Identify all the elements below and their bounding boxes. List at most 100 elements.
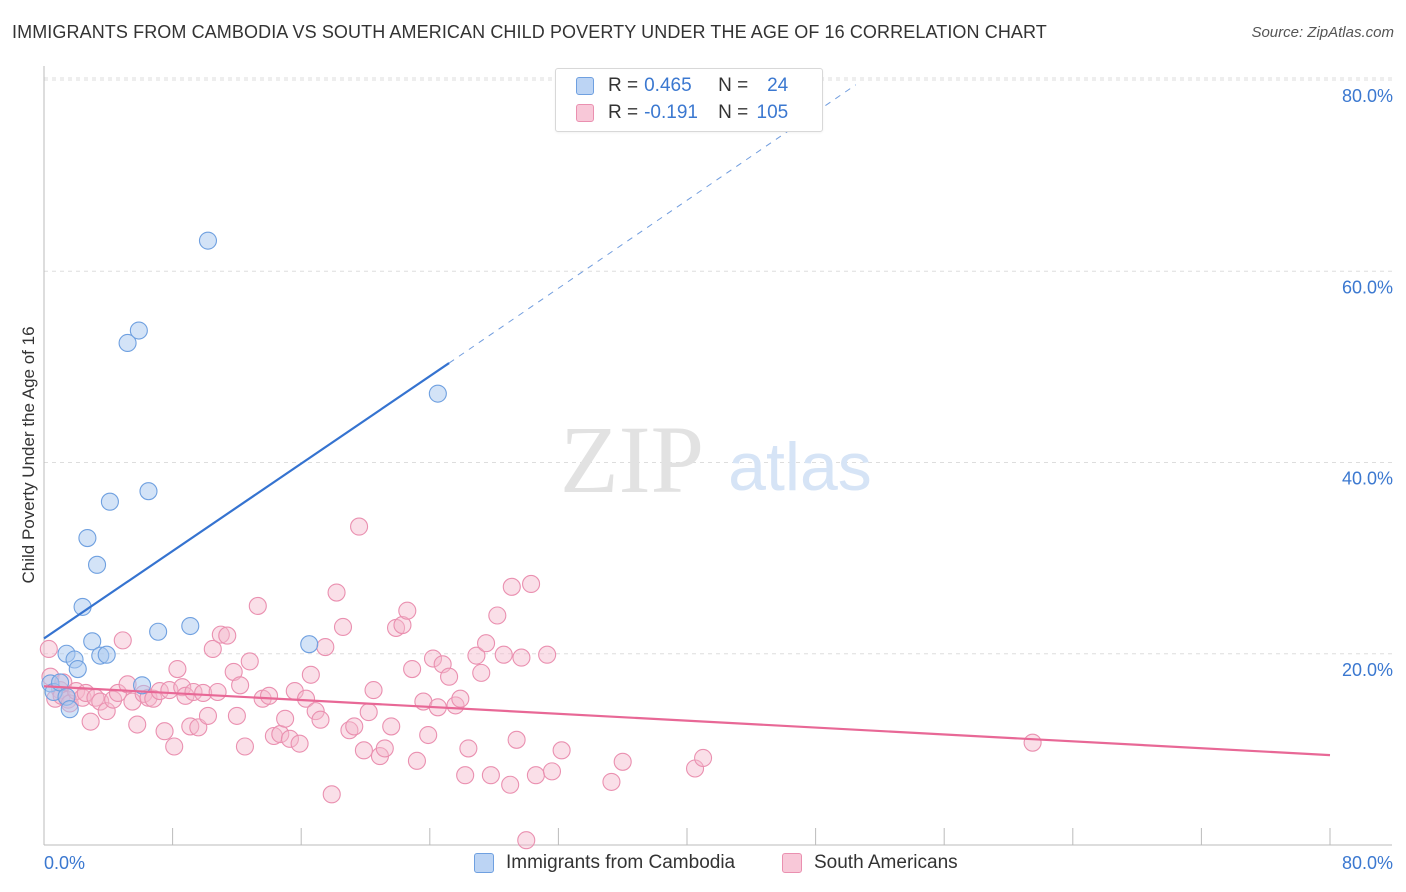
data-point-south-americans <box>113 631 132 650</box>
legend-item-south-americans[interactable]: South Americans <box>782 852 958 874</box>
data-point-cambodia <box>60 700 79 719</box>
data-point-south-americans <box>208 682 227 702</box>
data-point-south-americans <box>354 741 373 760</box>
data-point-south-americans <box>311 710 330 729</box>
data-point-south-americans <box>522 574 541 593</box>
data-point-south-americans <box>403 659 422 679</box>
y-tick-label: 60.0% <box>1342 277 1393 297</box>
data-point-cambodia <box>100 492 119 511</box>
data-point-south-americans <box>501 775 520 794</box>
data-point-south-americans <box>459 739 478 758</box>
stat-n-label: N = <box>718 75 749 96</box>
data-point-south-americans <box>333 617 353 637</box>
data-point-cambodia <box>68 659 87 679</box>
data-point-south-americans <box>280 729 299 748</box>
series-south-americans <box>39 517 1042 850</box>
watermark-zip: ZIP <box>560 406 704 513</box>
legend-item-cambodia[interactable]: Immigrants from Cambodia <box>474 852 735 874</box>
data-point-south-americans <box>248 596 267 615</box>
tick-labels: 20.0% 40.0% 60.0% 80.0% 0.0% 80.0% <box>44 86 1393 873</box>
data-point-south-americans <box>81 712 100 731</box>
data-point-south-americans <box>218 626 237 645</box>
data-point-south-americans <box>613 752 632 771</box>
stat-r-label: R = <box>608 75 639 96</box>
stat-r-label: R = <box>608 102 639 123</box>
stat-n-label: N = <box>718 102 749 123</box>
data-point-south-americans <box>168 659 187 679</box>
data-point-south-americans <box>231 676 250 695</box>
y-tick-label: 80.0% <box>1342 86 1393 106</box>
data-point-south-americans <box>538 645 557 664</box>
legend-swatch-blue <box>474 853 494 873</box>
data-point-south-americans <box>97 702 116 721</box>
data-point-south-americans <box>440 667 459 686</box>
data-point-south-americans <box>316 638 335 657</box>
data-point-south-americans <box>276 709 295 728</box>
data-point-south-americans <box>345 717 364 736</box>
data-point-south-americans <box>477 634 496 653</box>
data-point-south-americans <box>393 616 412 635</box>
data-point-south-americans <box>203 639 222 659</box>
data-point-south-americans <box>39 639 58 659</box>
legend-swatch-pink <box>782 853 802 873</box>
data-point-south-americans <box>128 715 147 734</box>
data-point-south-americans <box>542 762 562 781</box>
series-immigrants-from-cambodia <box>41 231 447 719</box>
stat-n-value: 24 <box>767 75 789 96</box>
data-point-south-americans <box>322 785 341 804</box>
source-credit: Source: ZipAtlas.com <box>1251 24 1394 41</box>
data-point-south-americans <box>211 625 230 644</box>
data-point-cambodia <box>300 635 319 654</box>
legend-label: Immigrants from Cambodia <box>506 852 736 873</box>
stat-r-value: 0.465 <box>644 75 692 96</box>
data-point-south-americans <box>467 646 486 665</box>
data-point-cambodia <box>139 482 158 501</box>
data-point-south-americans <box>382 717 401 736</box>
data-point-cambodia <box>428 384 447 403</box>
data-point-south-americans <box>359 703 378 722</box>
trendline-cambodia <box>43 362 450 640</box>
data-point-south-americans <box>512 648 531 667</box>
data-point-south-americans <box>155 722 174 741</box>
data-point-south-americans <box>481 766 500 785</box>
data-point-south-americans <box>423 649 443 668</box>
data-point-south-americans <box>194 683 213 703</box>
data-point-south-americans <box>419 725 438 745</box>
axis-layer <box>43 66 1392 846</box>
data-point-cambodia <box>78 528 97 548</box>
data-point-south-americans <box>227 706 246 725</box>
chart-title: IMMIGRANTS FROM CAMBODIA VS SOUTH AMERIC… <box>12 22 1047 42</box>
data-point-south-americans <box>517 831 536 850</box>
y-axis-label: Child Poverty Under the Age of 16 <box>19 326 38 583</box>
data-point-south-americans <box>184 682 203 702</box>
data-point-cambodia <box>129 321 148 340</box>
correlation-stats-box: R = 0.465 N = 24 R = -0.191 N = 105 <box>555 68 823 132</box>
data-point-south-americans <box>290 734 309 753</box>
data-point-cambodia <box>181 616 200 636</box>
legend-label: South Americans <box>814 852 958 873</box>
data-point-south-americans <box>364 681 383 700</box>
data-point-south-americans <box>494 645 513 664</box>
data-point-south-americans <box>694 748 713 768</box>
data-point-cambodia <box>198 231 218 250</box>
data-point-cambodia <box>133 676 152 695</box>
data-point-south-americans <box>350 517 369 536</box>
watermark: ZIP atlas <box>560 406 872 513</box>
x-tick-label: 0.0% <box>44 853 85 873</box>
data-point-south-americans <box>451 689 470 708</box>
grid-layer <box>44 77 1392 655</box>
data-point-south-americans <box>375 739 394 758</box>
x-tick-label: 80.0% <box>1342 853 1393 873</box>
data-point-south-americans <box>552 741 571 760</box>
data-point-south-americans <box>1023 733 1042 752</box>
data-point-south-americans <box>301 665 320 684</box>
data-point-south-americans <box>144 689 163 708</box>
data-point-south-americans <box>235 737 254 756</box>
data-point-cambodia <box>83 632 102 651</box>
data-point-cambodia <box>97 645 116 664</box>
data-point-south-americans <box>306 702 325 721</box>
data-point-south-americans <box>407 751 426 770</box>
data-point-south-americans <box>507 730 526 749</box>
data-point-south-americans <box>240 652 259 671</box>
